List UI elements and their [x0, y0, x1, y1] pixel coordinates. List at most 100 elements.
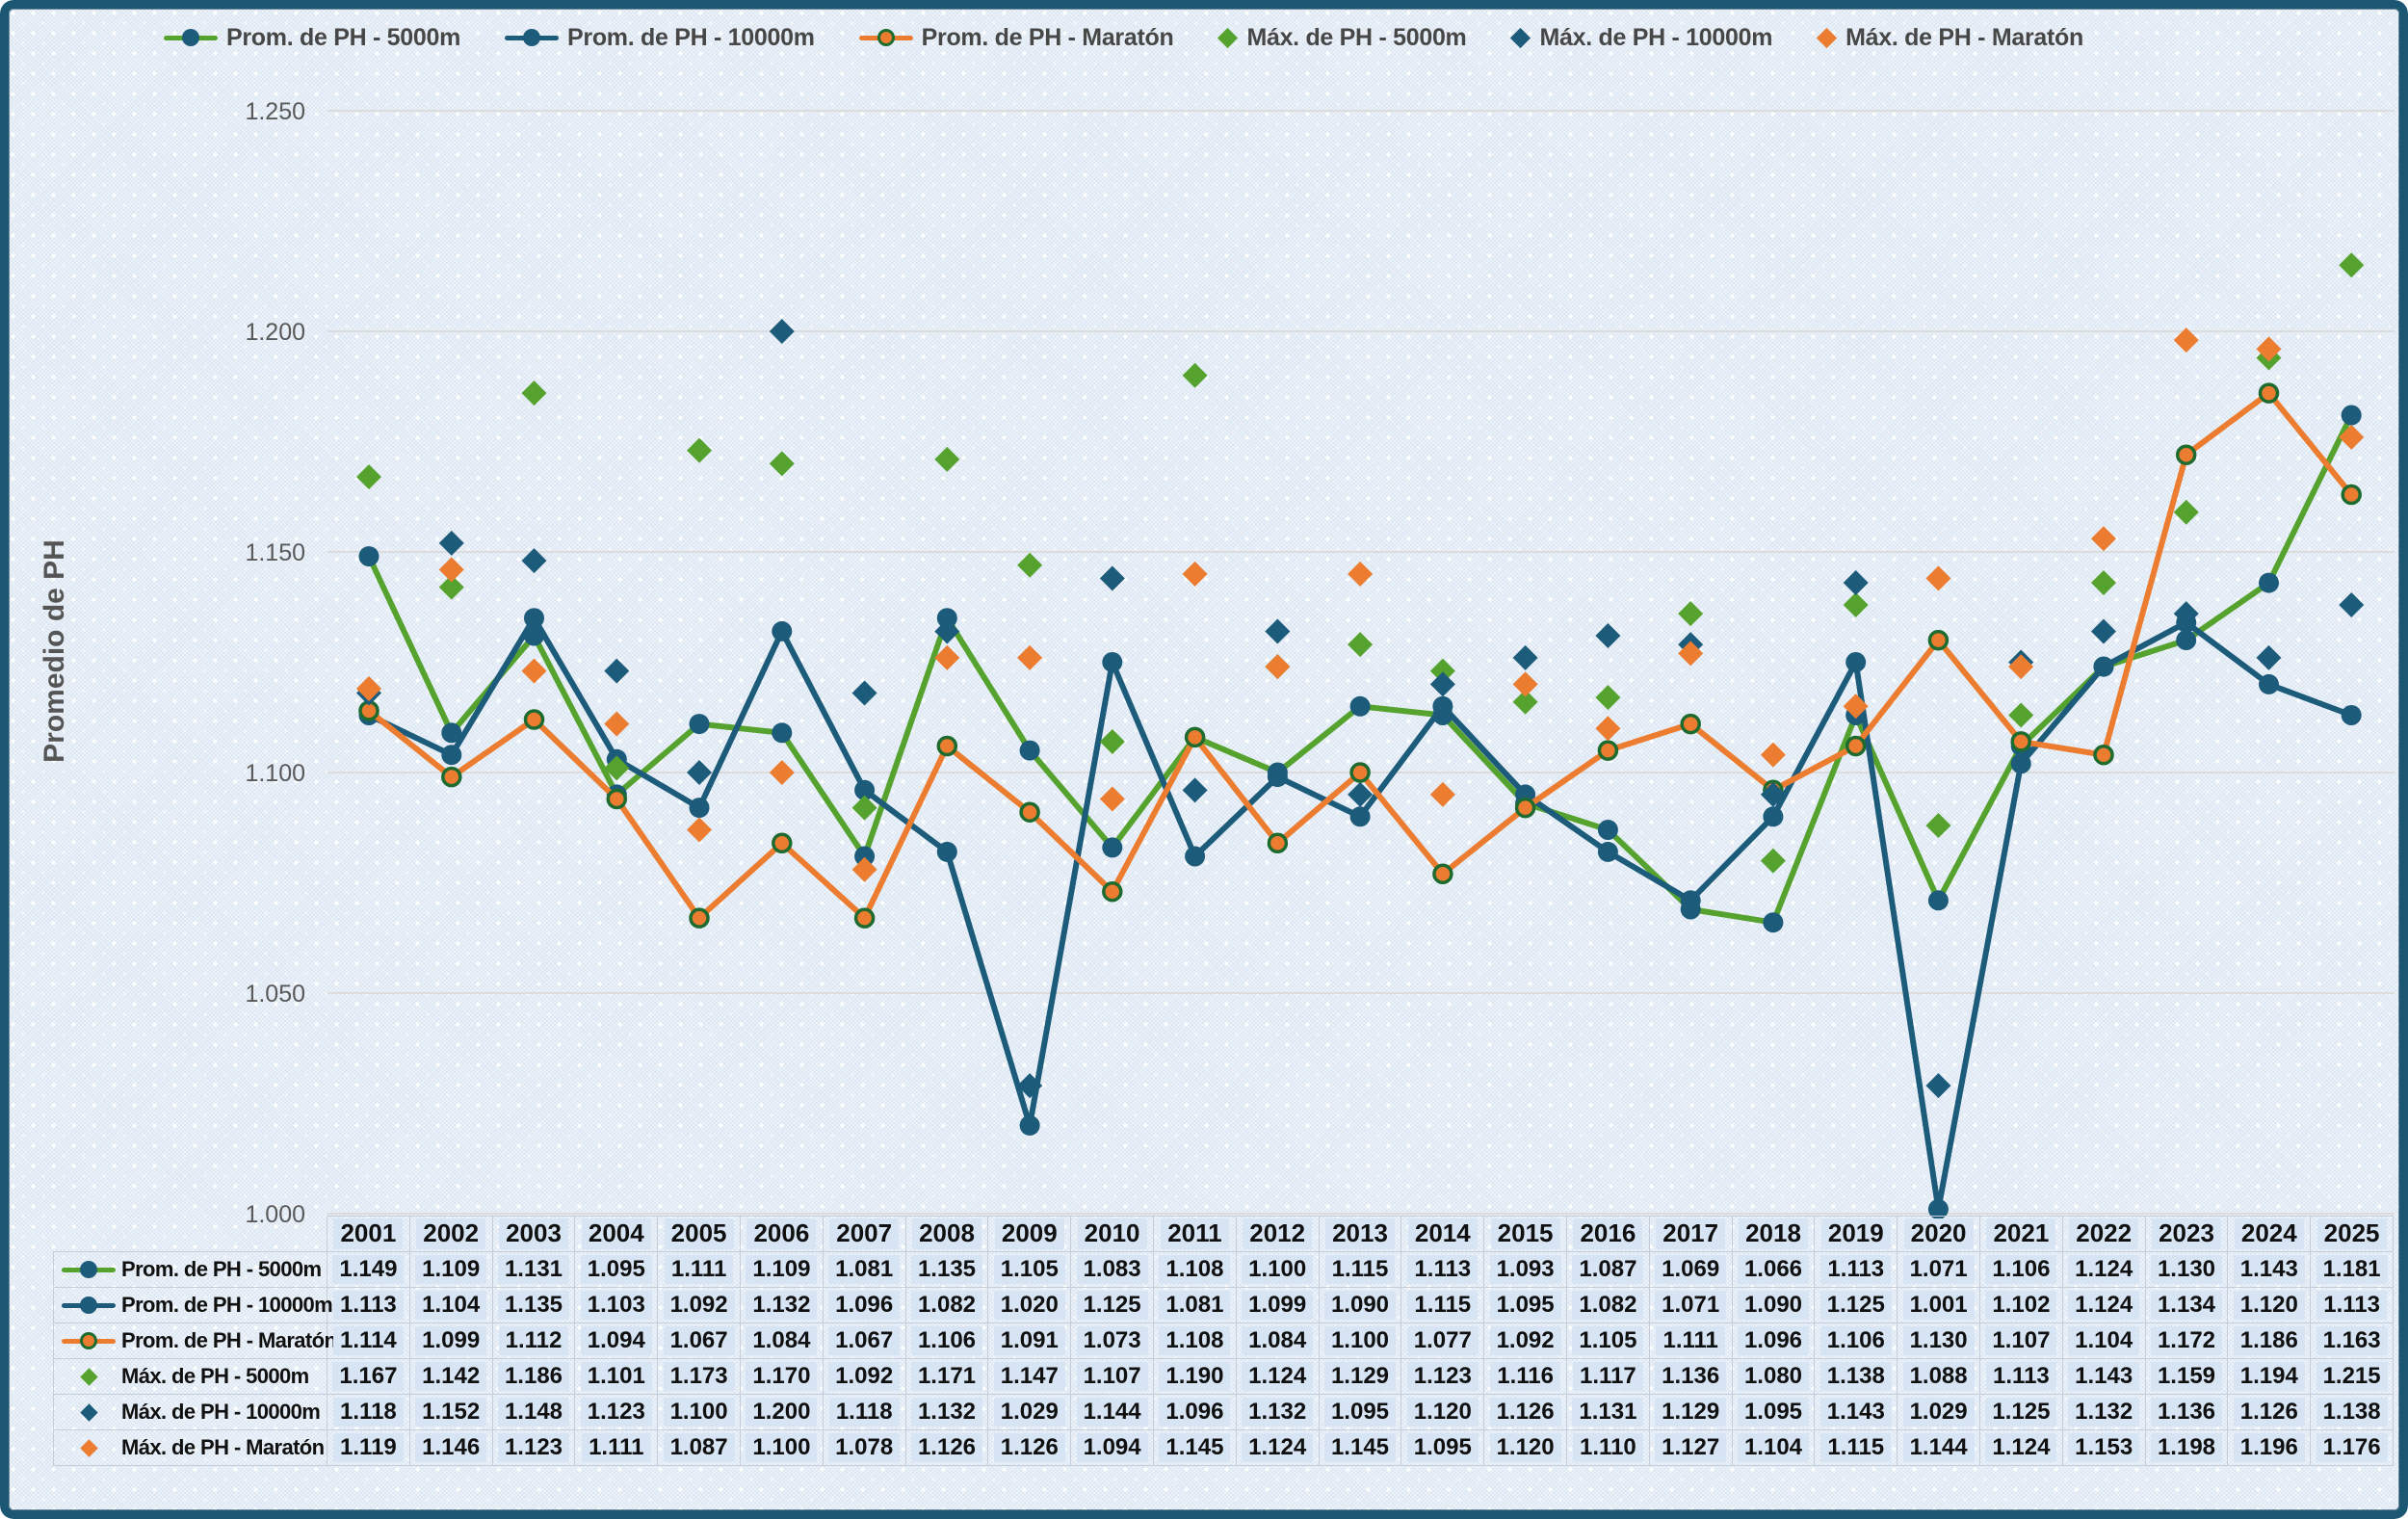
value-label: 1.132 [1242, 1397, 1314, 1427]
value-cell: 1.099 [1236, 1288, 1320, 1323]
value-label: 1.142 [415, 1361, 487, 1392]
value-label: 1.095 [1737, 1397, 1810, 1427]
value-label: 1.114 [333, 1325, 404, 1356]
scatter-diamond-marker [1760, 781, 1786, 807]
value-cell: 1.094 [575, 1323, 659, 1359]
scatter-diamond-marker [521, 380, 547, 406]
value-cell: 1.067 [658, 1323, 741, 1359]
value-label: 1.087 [663, 1432, 735, 1463]
value-label: 1.092 [1489, 1325, 1561, 1356]
data-point-marker [606, 788, 628, 810]
value-cell: 1.118 [327, 1395, 410, 1430]
value-cell: 1.147 [988, 1359, 1072, 1395]
value-label: 1.176 [2316, 1432, 2388, 1463]
data-point-marker [1184, 726, 1206, 748]
value-label: 1.093 [1489, 1254, 1561, 1285]
value-cell: 1.132 [1236, 1395, 1320, 1430]
y-tick-label: 1.250 [245, 98, 305, 125]
value-cell: 1.115 [1319, 1252, 1402, 1288]
value-cell: 1.082 [1567, 1288, 1650, 1323]
value-label: 1.130 [1902, 1325, 1975, 1356]
value-cell: 1.100 [658, 1395, 741, 1430]
data-point-marker [936, 608, 957, 629]
value-cell: 1.092 [823, 1359, 906, 1395]
value-cell: 1.029 [1898, 1395, 1980, 1430]
data-point-marker [1514, 797, 1536, 819]
value-label: 1.111 [1656, 1325, 1725, 1356]
value-label: 1.145 [1323, 1432, 1397, 1463]
legend-item-label: Máx. de PH - Maratón [1845, 23, 2083, 51]
data-point-marker [1349, 806, 1371, 827]
legend-item-label: Prom. de PH - Maratón [921, 23, 1174, 51]
value-cell: 1.126 [905, 1430, 989, 1466]
value-cell: 1.118 [823, 1395, 906, 1430]
year-header-cell: 2018 [1732, 1216, 1816, 1252]
y-tick-label: 1.200 [245, 319, 305, 346]
value-label: 1.082 [1572, 1290, 1644, 1321]
value-label: 1.152 [415, 1397, 487, 1427]
scatter-diamond-marker [356, 675, 381, 701]
year-label: 2016 [1573, 1218, 1643, 1250]
value-cell: 1.171 [905, 1359, 989, 1395]
value-cell: 1.077 [1401, 1323, 1485, 1359]
value-cell: 1.087 [658, 1430, 741, 1466]
value-label: 1.119 [333, 1432, 404, 1463]
scatter-diamond-marker [2008, 702, 2034, 728]
series-label: Máx. de PH - 5000m [121, 1364, 309, 1388]
legend-item-3: Máx. de PH - 5000m [1217, 24, 1467, 52]
value-label: 1.198 [2150, 1432, 2223, 1463]
value-cell: 1.120 [1484, 1430, 1567, 1466]
value-label: 1.215 [2316, 1361, 2388, 1392]
series-label-cell: Prom. de PH - Maratón [53, 1323, 337, 1359]
value-cell: 1.124 [2062, 1252, 2146, 1288]
value-label: 1.069 [1655, 1254, 1727, 1285]
value-cell: 1.144 [1071, 1395, 1154, 1430]
data-point-marker [936, 841, 957, 862]
value-label: 1.113 [1986, 1361, 2056, 1392]
scatter-diamond-marker [1678, 601, 1704, 627]
value-label: 1.067 [828, 1325, 901, 1356]
chart-legend: Prom. de PH - 5000m Prom. de PH - 10000m… [164, 13, 2379, 62]
value-label: 1.149 [332, 1254, 405, 1285]
scatter-diamond-marker [851, 795, 877, 821]
scatter-diamond-marker [604, 755, 630, 781]
value-cell: 1.105 [988, 1252, 1072, 1288]
value-label: 1.095 [1406, 1432, 1479, 1463]
value-cell: 1.126 [1484, 1395, 1567, 1430]
year-header-cell: 2013 [1319, 1216, 1402, 1252]
value-cell: 1.167 [327, 1359, 410, 1395]
series-label-cell: Prom. de PH - 10000m [53, 1288, 333, 1323]
value-cell: 1.106 [905, 1323, 989, 1359]
data-point-marker [1927, 1198, 1949, 1219]
data-point-marker [1597, 740, 1619, 761]
y-tick-label: 1.050 [245, 981, 305, 1008]
value-cell: 1.145 [1319, 1430, 1402, 1466]
year-label: 2014 [1407, 1218, 1478, 1250]
value-cell: 1.136 [1649, 1359, 1733, 1395]
value-cell: 1.066 [1732, 1252, 1816, 1288]
value-cell: 1.104 [1732, 1430, 1816, 1466]
value-cell: 1.067 [823, 1323, 906, 1359]
series-key-icon [60, 1295, 118, 1316]
data-point-marker [524, 608, 544, 629]
value-label: 1.105 [993, 1254, 1065, 1285]
value-cell: 1.094 [1071, 1430, 1154, 1466]
value-cell: 1.143 [2228, 1252, 2312, 1288]
scatter-diamond-marker [1512, 689, 1538, 715]
year-header-cell: 2020 [1898, 1216, 1980, 1252]
legend-item-0: Prom. de PH - 5000m [164, 24, 460, 52]
value-label: 1.096 [1737, 1325, 1810, 1356]
data-point-marker [1927, 629, 1950, 651]
value-label: 1.113 [1820, 1254, 1892, 1285]
value-label: 1.123 [580, 1397, 652, 1427]
year-header-cell: 2011 [1154, 1216, 1237, 1252]
data-point-marker [1349, 762, 1371, 783]
value-cell: 1.088 [1898, 1359, 1980, 1395]
data-point-marker [2093, 744, 2114, 766]
data-point-marker [2341, 405, 2362, 426]
series-label-cell: Máx. de PH - 10000m [53, 1395, 327, 1430]
year-label: 2023 [2152, 1218, 2221, 1250]
data-point-marker [1845, 652, 1867, 672]
value-label: 1.132 [910, 1397, 983, 1427]
value-label: 1.096 [1159, 1397, 1231, 1427]
